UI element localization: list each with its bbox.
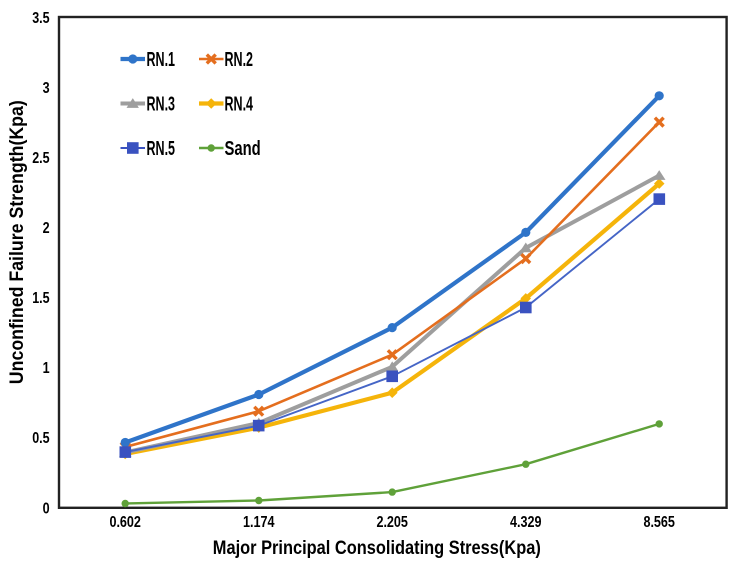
svg-text:RN.3: RN.3: [147, 94, 176, 116]
svg-text:1.174: 1.174: [243, 514, 275, 531]
svg-text:0.602: 0.602: [109, 514, 141, 531]
svg-text:2: 2: [43, 220, 50, 237]
svg-text:RN.2: RN.2: [225, 49, 254, 71]
svg-text:RN.5: RN.5: [147, 138, 176, 160]
svg-text:Major Principal Consolidating: Major Principal Consolidating Stress(Kpa…: [213, 537, 541, 559]
svg-text:2.5: 2.5: [32, 150, 49, 167]
svg-text:Unconfined Failure Strength(Kp: Unconfined Failure Strength(Kpa): [7, 100, 28, 384]
svg-text:1: 1: [43, 360, 50, 377]
svg-text:RN.4: RN.4: [225, 94, 254, 116]
svg-text:1.5: 1.5: [32, 290, 49, 307]
svg-text:2.205: 2.205: [376, 514, 408, 531]
svg-text:0: 0: [43, 500, 50, 517]
svg-text:RN.1: RN.1: [147, 49, 176, 71]
svg-text:0.5: 0.5: [32, 430, 49, 447]
svg-text:Sand: Sand: [225, 138, 261, 160]
svg-text:3: 3: [43, 80, 50, 97]
svg-text:4.329: 4.329: [510, 514, 542, 531]
svg-text:3.5: 3.5: [32, 10, 49, 27]
svg-text:8.565: 8.565: [643, 514, 675, 531]
